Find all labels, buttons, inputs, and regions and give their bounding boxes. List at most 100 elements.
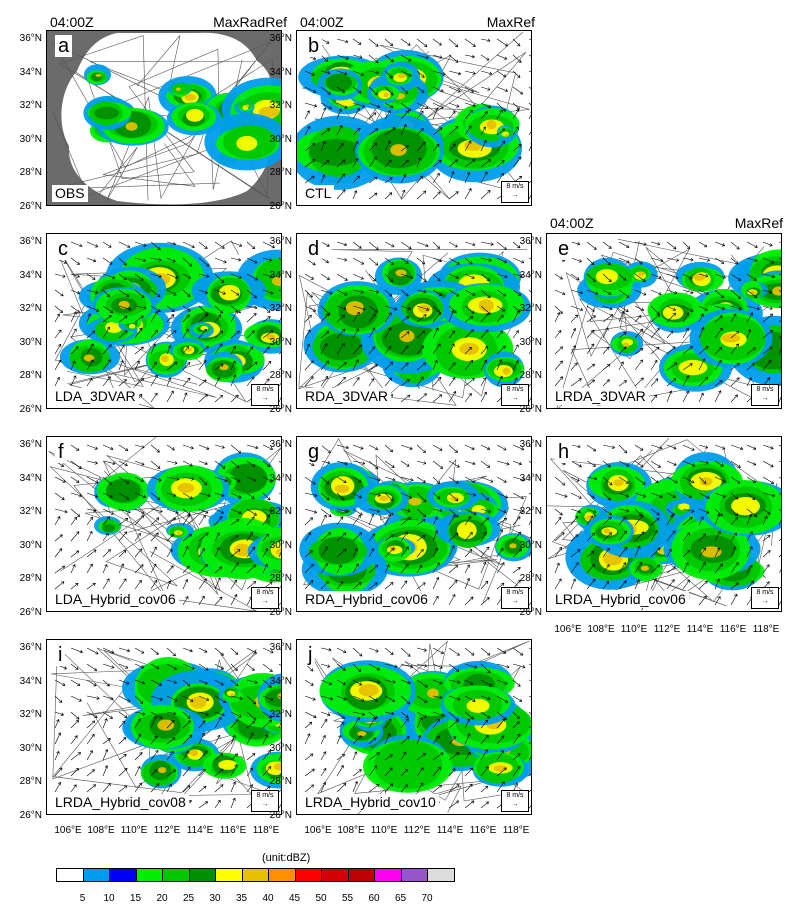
wind-vector <box>496 86 508 93</box>
wind-vector <box>714 289 724 299</box>
wind-vector <box>682 346 693 355</box>
wind-vector <box>54 732 62 745</box>
wind-vector <box>230 781 237 793</box>
wind-vector <box>746 531 753 542</box>
wind-vector <box>480 546 490 558</box>
colorbar-swatch <box>188 868 216 882</box>
reflectivity-map-h <box>547 438 781 611</box>
wind-vector <box>70 531 80 542</box>
wind-vector <box>320 159 330 168</box>
colorbar-tick-label: 5 <box>79 893 86 904</box>
lat-label: 28°N <box>19 370 42 382</box>
wind-vector <box>464 378 475 387</box>
wind-vector <box>464 329 474 339</box>
wind-vector <box>336 548 347 558</box>
wind-vector <box>464 54 475 59</box>
wind-vector <box>778 393 781 403</box>
wind-vector <box>528 257 531 260</box>
wind-vector <box>368 765 378 777</box>
reference-vector-box: 8 m/s → <box>751 587 779 609</box>
wind-vector <box>102 444 114 451</box>
wind-vector <box>778 538 781 542</box>
wind-vector <box>198 711 209 716</box>
wind-vector <box>714 476 727 483</box>
wind-vector <box>416 157 422 168</box>
wind-vector <box>70 375 77 387</box>
lat-label: 30°N <box>269 133 292 145</box>
wind-vector <box>352 289 364 294</box>
lat-label: 28°N <box>19 776 42 788</box>
wind-vector <box>730 508 739 516</box>
wind-vector <box>182 345 189 355</box>
echo-cell <box>318 281 397 337</box>
wind-vector <box>586 257 595 266</box>
wind-vector <box>278 755 281 761</box>
wind-vector <box>448 391 457 403</box>
wind-vector <box>198 768 206 777</box>
wind-vector <box>182 460 193 467</box>
wind-vector <box>432 172 440 184</box>
wind-vector <box>464 711 474 720</box>
wind-vector <box>762 492 776 498</box>
wind-vector <box>496 663 510 669</box>
wind-vector <box>496 781 505 793</box>
wind-vector <box>384 110 391 120</box>
wind-vector <box>198 314 208 323</box>
lat-label: 30°N <box>519 539 542 551</box>
wind-vector <box>464 188 472 200</box>
wind-vector <box>730 362 740 371</box>
wind-vector <box>246 531 254 542</box>
lat-label: 28°N <box>269 167 292 179</box>
wind-vector <box>134 782 143 793</box>
wind-vector <box>416 289 427 294</box>
wind-vector <box>714 596 721 606</box>
wind-vector <box>352 563 359 574</box>
wind-vector <box>432 343 441 355</box>
wind-vector <box>118 273 127 281</box>
wind-vector <box>528 383 531 387</box>
wind-vector <box>746 347 756 355</box>
wind-vector <box>54 305 64 314</box>
wind-vector <box>448 330 456 339</box>
wind-vector <box>86 289 99 295</box>
wind-vector <box>714 346 723 355</box>
wind-vector <box>54 508 68 514</box>
wind-vector <box>602 516 612 526</box>
wind-vector <box>336 679 346 685</box>
wind-vector <box>278 522 281 526</box>
lon-label: 112°E <box>153 825 181 836</box>
wind-vector <box>304 550 313 558</box>
wind-vector <box>336 492 345 501</box>
wind-vector <box>134 346 144 355</box>
wind-vector <box>118 460 128 467</box>
wind-vector <box>118 720 126 729</box>
wind-vector <box>448 86 461 93</box>
wind-vector <box>198 595 205 606</box>
wind-vector <box>102 718 108 729</box>
wind-vector <box>102 578 110 590</box>
reference-vector-label: 8 m/s <box>256 792 274 799</box>
wind-vector <box>150 711 163 719</box>
wind-vector <box>166 377 172 387</box>
wind-vector <box>102 305 114 314</box>
wind-vector <box>166 783 172 793</box>
wind-vector <box>416 734 422 745</box>
wind-vector <box>554 289 566 296</box>
wind-vector <box>746 444 757 450</box>
wind-vector <box>182 596 189 606</box>
wind-vector <box>214 257 227 264</box>
wind-vector <box>746 257 758 263</box>
wind-vector <box>166 647 176 657</box>
wind-vector <box>320 781 327 793</box>
wind-vector <box>198 328 207 339</box>
wind-vector <box>602 273 612 283</box>
colorbar-tick-label: 40 <box>262 893 274 904</box>
wind-vector <box>320 546 328 558</box>
wind-vector <box>182 514 191 526</box>
wind-vector <box>336 257 348 262</box>
lat-label: 34°N <box>519 269 542 281</box>
wind-vector <box>634 545 641 558</box>
wind-vector <box>320 38 330 44</box>
wind-vector <box>262 289 274 295</box>
wind-vector <box>480 273 490 282</box>
